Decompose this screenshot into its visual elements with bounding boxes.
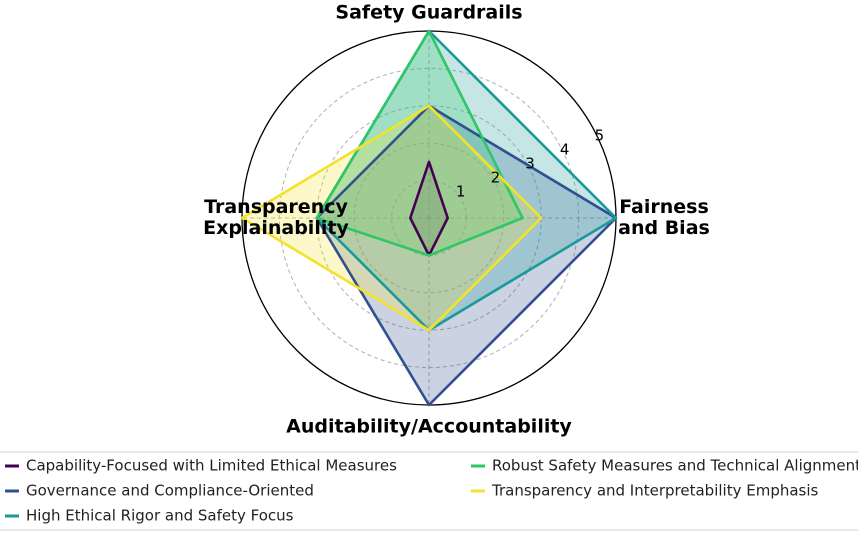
series-fill — [316, 31, 523, 256]
tick-label: 3 — [525, 154, 535, 172]
series-fill — [316, 105, 616, 406]
legend-box — [0, 451, 858, 531]
series-fill — [316, 31, 616, 331]
tick-label: 5 — [595, 126, 605, 144]
series-outline — [240, 104, 543, 332]
series-outline — [315, 104, 618, 407]
legend-label: High Ethical Rigor and Safety Focus — [26, 507, 294, 525]
legend: Capability-Focused with Limited Ethical … — [0, 451, 858, 531]
axis-label: Auditability/Accountability — [286, 416, 572, 438]
legend-label: Governance and Compliance-Oriented — [26, 482, 314, 500]
axis-label: Transparency — [204, 196, 348, 218]
series-outline — [315, 29, 524, 257]
series-fill — [242, 105, 542, 331]
tick-label: 2 — [491, 168, 501, 186]
grid-circle — [353, 142, 505, 294]
series-fill — [410, 161, 448, 256]
legend-label: Transparency and Interpretability Emphas… — [491, 482, 819, 500]
legend-label: Robust Safety Measures and Technical Ali… — [492, 457, 858, 475]
legend-label: Capability-Focused with Limited Ethical … — [26, 457, 397, 475]
axis-label: Fairness — [619, 196, 709, 218]
tick-label: 4 — [560, 140, 570, 158]
radar-series — [240, 29, 618, 407]
tick-label: 1 — [456, 182, 466, 200]
axis-label: Safety Guardrails — [335, 2, 522, 24]
axis-label: Explainability — [203, 217, 349, 239]
axis-label: and Bias — [618, 217, 710, 239]
